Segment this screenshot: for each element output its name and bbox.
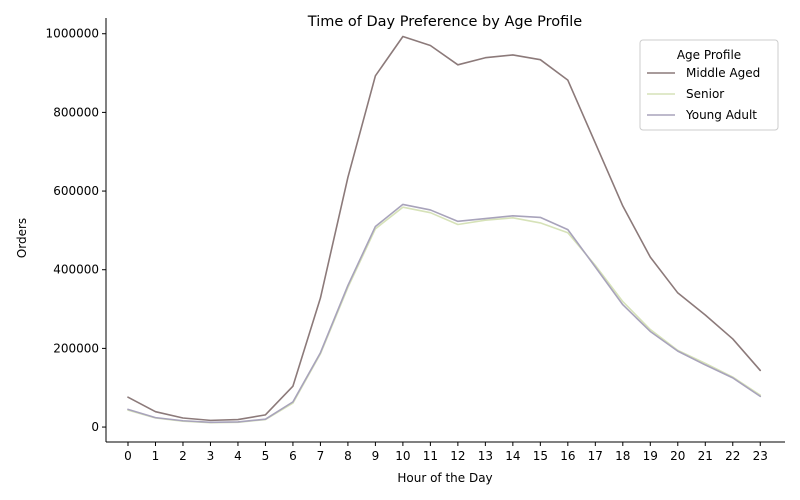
x-tick-label: 3 — [207, 449, 215, 463]
x-tick-label: 15 — [533, 449, 548, 463]
x-tick-label: 14 — [505, 449, 520, 463]
x-tick-label: 10 — [395, 449, 410, 463]
legend-label: Young Adult — [685, 108, 757, 122]
x-tick-label: 0 — [124, 449, 132, 463]
chart-title: Time of Day Preference by Age Profile — [307, 14, 582, 30]
x-tick-label: 23 — [753, 449, 768, 463]
y-tick-label: 1000000 — [46, 27, 99, 41]
x-tick-label: 17 — [588, 449, 603, 463]
x-tick-label: 8 — [344, 449, 352, 463]
legend-frame — [639, 39, 779, 131]
x-tick-label: 19 — [643, 449, 658, 463]
x-tick-label: 5 — [262, 449, 270, 463]
y-axis-ticks: 0 200000 400000 600000 800000 1000000 — [46, 27, 106, 434]
y-tick-label: 200000 — [53, 341, 99, 355]
x-tick-label: 7 — [317, 449, 325, 463]
x-axis-ticks: 0 1 2 3 4 5 6 7 8 9 10 11 12 13 14 15 16 17 18 19 20 21 22 23 — [124, 442, 768, 463]
legend-label: Senior — [686, 87, 724, 101]
x-tick-label: 4 — [234, 449, 242, 463]
y-tick-label: 400000 — [53, 263, 99, 277]
legend-label: Middle Aged — [686, 66, 760, 80]
x-tick-label: 20 — [670, 449, 685, 463]
x-tick-label: 2 — [179, 449, 187, 463]
y-tick-label: 600000 — [53, 184, 99, 198]
x-axis-label: Hour of the Day — [397, 471, 492, 485]
x-tick-label: 9 — [372, 449, 380, 463]
x-tick-label: 6 — [289, 449, 297, 463]
y-tick-label: 800000 — [53, 105, 99, 119]
legend-items: Middle Aged Senior Young Adult — [647, 66, 760, 122]
x-tick-label: 22 — [725, 449, 740, 463]
series-line-young-adult — [127, 203, 762, 424]
series-line-senior — [127, 206, 762, 424]
x-tick-label: 13 — [478, 449, 493, 463]
x-tick-label: 1 — [152, 449, 160, 463]
y-axis-label: Orders — [15, 218, 29, 258]
x-tick-label: 12 — [450, 449, 465, 463]
legend: Age Profile Middle Aged Senior Young Adult — [639, 39, 779, 131]
legend-title: Age Profile — [677, 48, 741, 62]
x-tick-label: 16 — [560, 449, 575, 463]
x-tick-label: 21 — [698, 449, 713, 463]
series-line-middle-aged — [127, 35, 762, 422]
x-tick-label: 18 — [615, 449, 630, 463]
x-tick-label: 11 — [423, 449, 438, 463]
y-tick-label: 0 — [91, 420, 99, 434]
plot-area — [127, 35, 762, 424]
